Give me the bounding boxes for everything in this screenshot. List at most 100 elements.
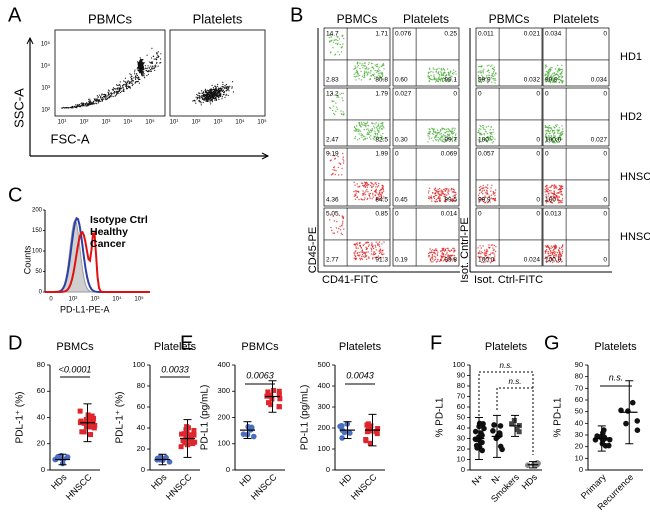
event-dot xyxy=(155,59,158,61)
bracket xyxy=(478,371,534,455)
event-dot xyxy=(428,77,430,79)
event-dot xyxy=(143,63,145,65)
data-point xyxy=(496,430,503,437)
event-dot xyxy=(371,186,373,188)
event-dot xyxy=(555,251,557,253)
flow-plot xyxy=(542,147,610,207)
event-dot xyxy=(374,123,376,125)
flow-plot xyxy=(169,29,266,117)
event-dot xyxy=(552,199,554,201)
event-dot xyxy=(227,86,229,88)
event-dot xyxy=(546,72,549,74)
event-dot xyxy=(560,246,563,249)
event-dot xyxy=(436,200,438,203)
event-dot xyxy=(478,76,480,78)
event-dot xyxy=(139,78,141,80)
event-dot xyxy=(435,248,437,250)
event-dot xyxy=(556,124,558,126)
event-dot xyxy=(485,251,487,253)
event-dot xyxy=(545,195,547,198)
event-dot xyxy=(363,243,365,245)
label: 0 xyxy=(545,91,549,98)
event-dot xyxy=(137,77,139,79)
event-dot xyxy=(105,99,107,101)
event-dot xyxy=(82,104,85,106)
event-dot xyxy=(119,85,122,87)
event-dot xyxy=(478,132,481,134)
event-dot xyxy=(355,79,357,81)
event-dot xyxy=(337,155,339,158)
event-dot xyxy=(558,137,560,140)
data-point xyxy=(179,431,185,437)
event-dot xyxy=(448,196,451,198)
event-dot xyxy=(559,132,562,134)
event-dot xyxy=(555,195,558,197)
event-dot xyxy=(217,85,219,87)
label: 300 xyxy=(217,386,230,395)
event-dot xyxy=(488,199,491,202)
event-dot xyxy=(494,78,496,80)
event-dot xyxy=(487,193,489,195)
event-dot xyxy=(215,94,217,96)
event-dot xyxy=(545,141,547,143)
event-dot xyxy=(364,185,367,188)
label: 0 xyxy=(395,211,399,218)
event-dot xyxy=(484,138,486,140)
event-dot xyxy=(377,70,379,73)
event-dot xyxy=(480,128,482,130)
event-dot xyxy=(378,123,380,125)
event-dot xyxy=(362,251,364,253)
event-dot xyxy=(363,192,365,194)
event-dot xyxy=(377,78,379,80)
event-dot xyxy=(334,113,336,116)
event-dot xyxy=(452,188,454,190)
label: 10³ xyxy=(102,120,111,126)
event-dot xyxy=(364,65,366,67)
event-dot xyxy=(486,132,489,135)
event-dot xyxy=(560,75,562,77)
event-dot xyxy=(129,87,132,89)
event-dot xyxy=(126,81,128,83)
event-dot xyxy=(492,129,494,131)
event-dot xyxy=(367,124,369,127)
event-dot xyxy=(552,192,554,194)
event-dot xyxy=(340,46,343,49)
event-dot xyxy=(556,137,558,140)
event-dot xyxy=(223,87,225,89)
event-dot xyxy=(155,58,157,60)
event-dot xyxy=(364,181,366,183)
event-dot xyxy=(361,250,363,252)
event-dot xyxy=(337,51,339,53)
event-dot xyxy=(358,74,361,77)
event-dot xyxy=(447,247,449,250)
event-dot xyxy=(131,82,133,84)
event-dot xyxy=(376,63,378,66)
event-dot xyxy=(447,137,449,139)
label: 60 xyxy=(457,402,465,411)
event-dot xyxy=(335,170,337,172)
event-dot xyxy=(487,184,489,186)
event-dot xyxy=(336,95,339,97)
event-dot xyxy=(486,75,488,77)
event-dot xyxy=(441,253,443,255)
event-dot xyxy=(440,250,442,252)
event-dot xyxy=(447,255,449,257)
event-dot xyxy=(333,155,335,157)
flow-plot xyxy=(392,207,460,267)
event-dot xyxy=(484,249,486,251)
data-point xyxy=(183,433,189,439)
event-dot xyxy=(556,77,559,80)
label: 100 xyxy=(317,444,330,453)
event-dot xyxy=(434,258,437,260)
event-dot xyxy=(370,184,372,187)
data-point xyxy=(623,420,629,427)
label: 0 xyxy=(141,465,145,474)
event-dot xyxy=(557,141,559,143)
event-dot xyxy=(355,246,357,248)
event-dot xyxy=(544,257,547,259)
event-dot xyxy=(439,79,441,81)
event-dot xyxy=(106,95,108,97)
event-dot xyxy=(558,129,560,132)
event-dot xyxy=(208,97,210,99)
event-dot xyxy=(448,74,450,76)
